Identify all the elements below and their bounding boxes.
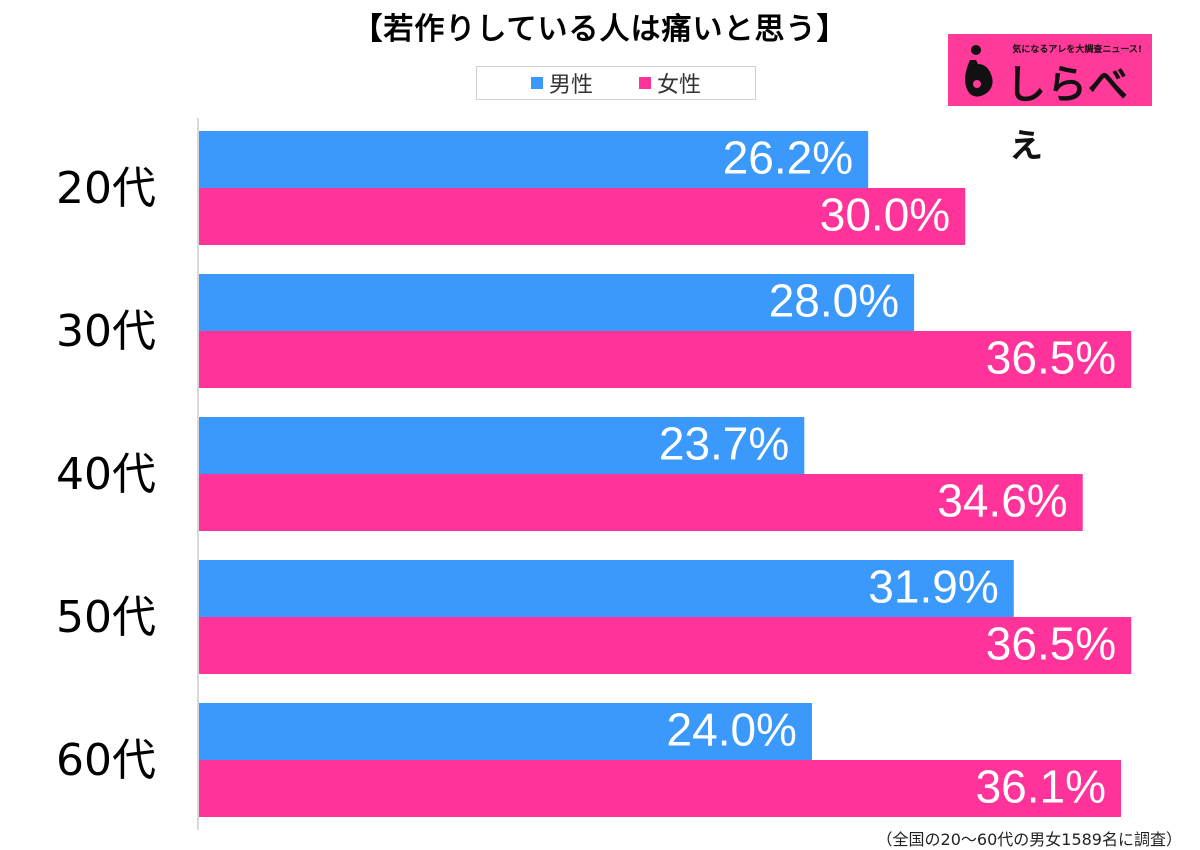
bar-female-3 — [199, 617, 1132, 674]
legend: 男性 女性 — [476, 66, 756, 100]
bar-female-1 — [199, 331, 1132, 388]
data-label-male-1: 28.0% — [769, 275, 899, 327]
site-logo: 気になるアレを大調査ニュース! しらべぇ — [948, 34, 1152, 166]
bar-male-3 — [199, 560, 1014, 617]
category-label-4: 60代 — [56, 735, 156, 786]
legend-swatch-male — [530, 77, 543, 89]
bar-female-4 — [199, 760, 1122, 817]
category-label-3: 50代 — [56, 592, 156, 643]
data-label-male-0: 26.2% — [723, 132, 853, 184]
data-label-female-3: 36.5% — [986, 618, 1116, 670]
category-label-0: 20代 — [56, 163, 156, 214]
logo-mark-icon — [965, 45, 993, 97]
logo-tagline: 気になるアレを大調査ニュース! — [1012, 45, 1142, 55]
data-label-female-1: 36.5% — [986, 332, 1116, 384]
logo-text: しらべぇ — [1006, 62, 1129, 166]
bar-male-0 — [199, 131, 869, 188]
data-label-female-4: 36.1% — [976, 761, 1106, 813]
bar-female-0 — [199, 188, 966, 245]
bar-male-1 — [199, 274, 915, 331]
bar-male-2 — [199, 417, 805, 474]
data-label-female-2: 34.6% — [937, 475, 1067, 527]
data-label-male-2: 23.7% — [659, 418, 789, 470]
data-label-female-0: 30.0% — [820, 189, 950, 241]
legend-label-female: 女性 — [657, 73, 702, 98]
survey-note: （全国の20～60代の男女1589名に調査） — [876, 830, 1182, 849]
category-label-1: 30代 — [56, 306, 156, 357]
legend-label-male: 男性 — [548, 73, 593, 98]
data-label-male-3: 31.9% — [868, 561, 998, 613]
bar-female-2 — [199, 474, 1083, 531]
legend-item-male: 男性 — [530, 67, 593, 99]
legend-item-female: 女性 — [639, 67, 701, 99]
data-label-male-4: 24.0% — [667, 704, 797, 756]
chart-title: 【若作りしている人は痛いと思う】 — [352, 12, 848, 47]
category-label-2: 40代 — [56, 449, 156, 500]
legend-swatch-female — [639, 77, 651, 89]
bar-male-4 — [199, 703, 812, 760]
